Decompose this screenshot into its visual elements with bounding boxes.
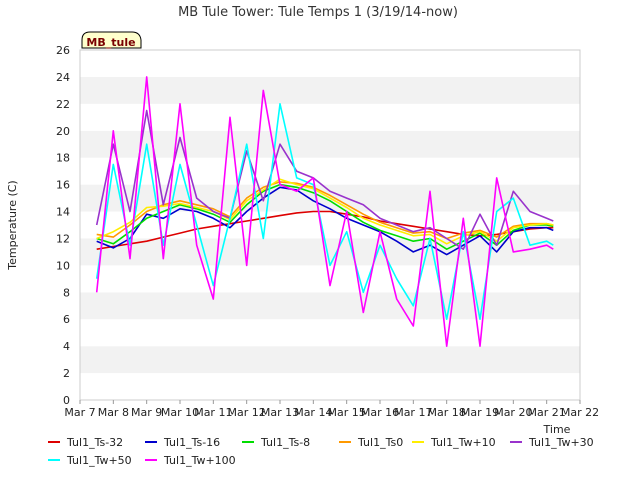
legend-entry: Tul1_Tw+100 — [163, 454, 236, 467]
legend-entry: Tul1_Tw+50 — [66, 454, 132, 467]
y-tick-label: 4 — [63, 340, 70, 353]
legend-entry: Tul1_Ts-32 — [66, 436, 123, 449]
plot-frame — [79, 49, 581, 401]
legend-entry: Tul1_Tw+30 — [528, 436, 594, 449]
x-axis-label: Time — [543, 423, 571, 436]
y-tick-label: 18 — [56, 152, 70, 165]
grid-bands — [80, 50, 580, 400]
x-tick-label: Mar 14 — [294, 406, 332, 419]
y-tick-label: 20 — [56, 125, 70, 138]
grid-band — [80, 346, 580, 374]
x-tick-label: Mar 7 — [64, 406, 95, 419]
grid-band — [80, 292, 580, 320]
grid-band — [80, 373, 580, 400]
series-line-Tul1_Tw+10 — [96, 178, 554, 245]
x-tick-label: Mar 11 — [194, 406, 232, 419]
legend-entry: Tul1_Tw+10 — [430, 436, 496, 449]
series-lines — [95, 76, 554, 348]
badge-shape — [81, 31, 142, 49]
y-tick-label: 22 — [56, 98, 70, 111]
x-tick-label: Mar 18 — [428, 406, 466, 419]
y-tick-label: 6 — [63, 313, 70, 326]
y-tick-label: 10 — [56, 259, 70, 272]
legend: Tul1_Ts-32 Tul1_Ts-16 Tul1_Ts-8 Tul1_Ts0 Tul… — [48, 436, 594, 467]
x-tick-label: Mar 13 — [261, 406, 299, 419]
y-tick-label: 24 — [56, 71, 70, 84]
y-tick-label: 16 — [56, 179, 70, 192]
x-tick-label: Mar 15 — [328, 406, 366, 419]
grid-band — [80, 265, 580, 293]
badge-text: MB_tule — [86, 36, 135, 49]
y-tick-label: 12 — [56, 232, 70, 245]
y-tick-label: 0 — [63, 394, 70, 407]
x-tick-label: Mar 22 — [561, 406, 599, 419]
badge: MB_tule — [81, 31, 142, 49]
series-line-Tul1_Ts-16 — [96, 186, 554, 256]
x-tick-label: Mar 20 — [494, 406, 532, 419]
legend-entry: Tul1_Ts-16 — [163, 436, 220, 449]
x-tick-label: Mar 19 — [461, 406, 499, 419]
y-tick-label: 2 — [63, 367, 70, 380]
grid-band — [80, 319, 580, 347]
x-tick-label: Mar 10 — [161, 406, 199, 419]
x-tick-label: Mar 8 — [98, 406, 129, 419]
x-tick-label: Mar 12 — [228, 406, 266, 419]
y-tick-label: 14 — [56, 206, 70, 219]
x-tick-label: Mar 21 — [528, 406, 566, 419]
grid-band — [80, 130, 580, 158]
y-axis-label: Temperature (C) — [6, 180, 19, 270]
x-tick-label: Mar 17 — [394, 406, 432, 419]
grid-band — [80, 103, 580, 131]
chart-title: MB Tule Tower: Tule Temps 1 (3/19/14-now… — [178, 5, 458, 20]
legend-entry: Tul1_Ts-8 — [260, 436, 310, 449]
series-line-Tul1_Ts-8 — [96, 183, 554, 250]
grid-band — [80, 76, 580, 104]
grid-band — [80, 50, 580, 77]
series-line-Tul1_Ts0 — [96, 181, 554, 240]
x-tick-label: Mar 16 — [361, 406, 399, 419]
y-tick-label: 8 — [63, 286, 70, 299]
legend-entry: Tul1_Ts0 — [357, 436, 403, 449]
x-tick-label: Mar 9 — [131, 406, 162, 419]
y-tick-label: 26 — [56, 44, 70, 57]
series-line-Tul1_Tw+100 — [95, 76, 554, 348]
